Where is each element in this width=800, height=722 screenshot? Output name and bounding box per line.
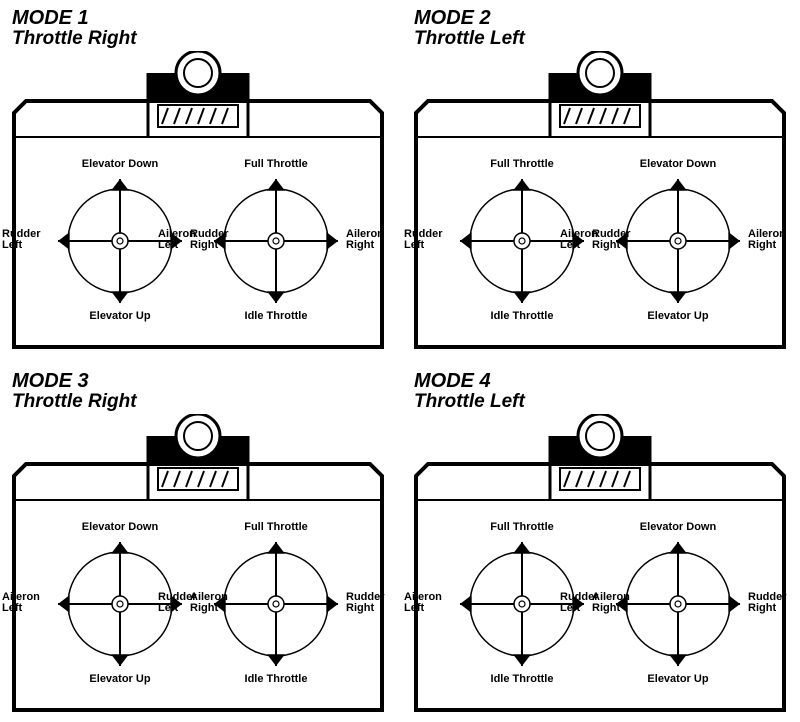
transmitter-diagram: Full ThrottleIdle ThrottleAileron LeftAi… xyxy=(410,414,790,714)
stick-label: Aileron Right xyxy=(748,229,796,252)
stick-label: Full Throttle xyxy=(462,522,582,534)
panel-header: MODE 4Throttle Left xyxy=(410,371,792,412)
stick-label: Idle Throttle xyxy=(216,311,336,323)
panel-mode4: MODE 4Throttle Left Full Throttle Idle Thr… xyxy=(410,371,792,714)
stick-label: Elevator Up xyxy=(618,311,738,323)
stick-label: Idle Throttle xyxy=(462,674,582,686)
transmitter-diagram: Elevator DownElevator UpAileron LeftAile… xyxy=(8,414,388,714)
mode-grid: MODE 1Throttle RightElevator DownElevato… xyxy=(8,8,792,714)
stick-label: Elevator Down xyxy=(618,522,738,534)
stick-label: Idle Throttle xyxy=(216,674,336,686)
transmitter-diagram: Full ThrottleIdle ThrottleRudder LeftRud… xyxy=(410,51,790,351)
stick-label: Rudder Left xyxy=(158,592,206,615)
panel-header: MODE 2Throttle Left xyxy=(410,8,792,49)
stick-label: Aileron Left xyxy=(158,229,206,252)
stick-label: Rudder Right xyxy=(748,592,796,615)
stick-label: Elevator Down xyxy=(60,522,180,534)
stick-label: Elevator Down xyxy=(60,159,180,171)
mode-title: MODE 1 xyxy=(12,8,390,29)
stick-label: Aileron Left xyxy=(2,592,50,615)
panel-mode1: MODE 1Throttle Right Elevator Down Elevato… xyxy=(8,8,390,351)
panel-header: MODE 1Throttle Right xyxy=(8,8,390,49)
stick-label: Idle Throttle xyxy=(462,311,582,323)
stick-label: Elevator Up xyxy=(618,674,738,686)
stick-label: Elevator Down xyxy=(618,159,738,171)
mode-title: MODE 3 xyxy=(12,371,390,392)
stick-label: Rudder Left xyxy=(560,592,608,615)
mode-subtitle: Throttle Right xyxy=(12,29,390,49)
mode-title: MODE 4 xyxy=(414,371,792,392)
mode-title: MODE 2 xyxy=(414,8,792,29)
stick-label: Rudder Left xyxy=(404,229,452,252)
stick-label: Full Throttle xyxy=(462,159,582,171)
stick-label: Rudder Left xyxy=(2,229,50,252)
mode-subtitle: Throttle Left xyxy=(414,29,792,49)
stick-label: Aileron Left xyxy=(404,592,452,615)
stick-label: Elevator Up xyxy=(60,311,180,323)
stick-label: Rudder Right xyxy=(346,592,394,615)
mode-subtitle: Throttle Right xyxy=(12,392,390,412)
stick-label: Aileron Left xyxy=(560,229,608,252)
stick-label: Aileron Right xyxy=(346,229,394,252)
panel-mode2: MODE 2Throttle Left Full Throttle Idle Thr… xyxy=(410,8,792,351)
stick-label: Elevator Up xyxy=(60,674,180,686)
panel-mode3: MODE 3Throttle Right Elevator Down Elevato… xyxy=(8,371,390,714)
stick-label: Full Throttle xyxy=(216,522,336,534)
stick-label: Full Throttle xyxy=(216,159,336,171)
panel-header: MODE 3Throttle Right xyxy=(8,371,390,412)
mode-subtitle: Throttle Left xyxy=(414,392,792,412)
transmitter-diagram: Elevator DownElevator UpRudder LeftRudde… xyxy=(8,51,388,351)
